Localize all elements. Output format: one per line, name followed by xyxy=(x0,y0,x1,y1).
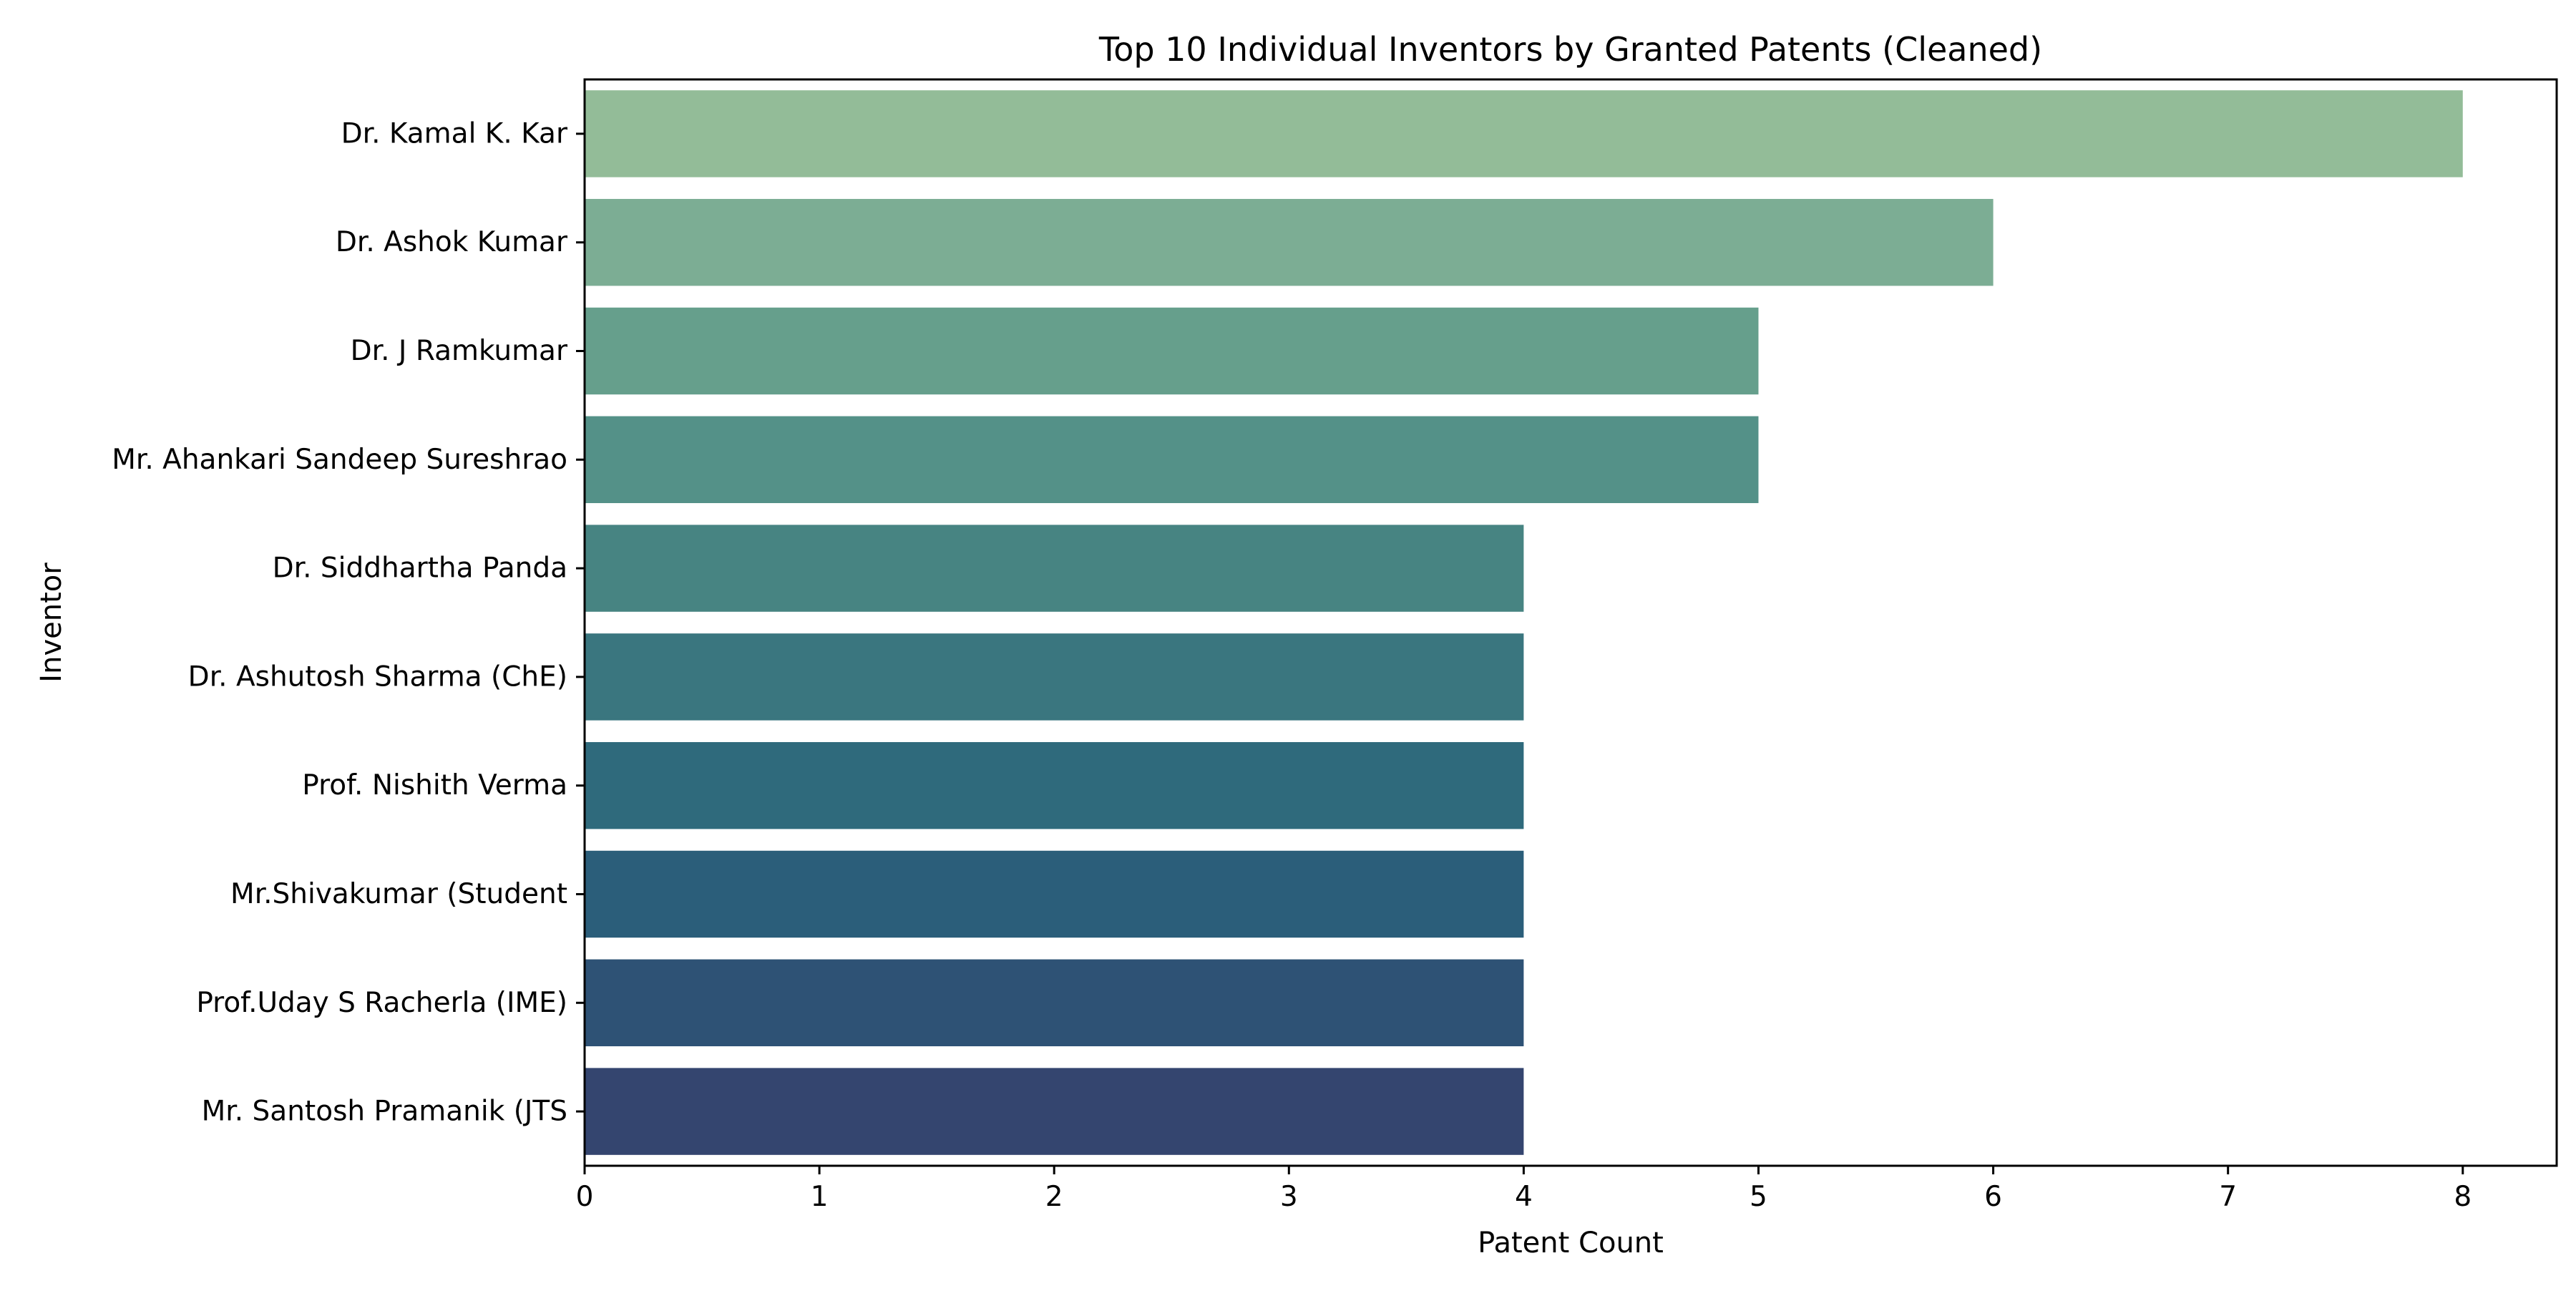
bar xyxy=(585,742,1523,829)
x-tick-label: 0 xyxy=(576,1181,594,1213)
x-tick-label: 7 xyxy=(2219,1181,2237,1213)
bar xyxy=(585,199,1994,286)
y-tick-label: Dr. Ashutosh Sharma (ChE) xyxy=(188,661,567,693)
x-axis-label: Patent Count xyxy=(1478,1227,1664,1260)
x-tick-label: 5 xyxy=(1750,1181,1767,1213)
x-tick-label: 4 xyxy=(1515,1181,1533,1213)
x-tick-label: 8 xyxy=(2454,1181,2472,1213)
bar xyxy=(585,90,2463,177)
bar xyxy=(585,525,1523,611)
chart-title: Top 10 Individual Inventors by Granted P… xyxy=(1098,30,2042,69)
y-tick-label: Mr. Ahankari Sandeep Sureshrao xyxy=(112,444,567,476)
y-tick-label: Mr.Shivakumar (Student xyxy=(230,878,567,910)
bar xyxy=(585,1068,1523,1154)
x-tick-label: 6 xyxy=(1984,1181,2002,1213)
bar xyxy=(585,960,1523,1046)
y-tick-label: Dr. Kamal K. Kar xyxy=(341,117,568,150)
x-tick-label: 3 xyxy=(1280,1181,1298,1213)
y-tick-label: Prof. Nishith Verma xyxy=(302,769,567,802)
y-tick-label: Dr. Ashok Kumar xyxy=(336,226,568,258)
bar xyxy=(585,633,1523,720)
y-tick-label: Dr. Siddhartha Panda xyxy=(273,552,567,585)
bar xyxy=(585,416,1758,503)
bar xyxy=(585,308,1758,394)
bar xyxy=(585,851,1523,937)
y-tick-label: Mr. Santosh Pramanik (JTS xyxy=(202,1096,567,1128)
y-tick-label: Dr. J Ramkumar xyxy=(351,335,568,367)
x-tick-label: 2 xyxy=(1045,1181,1063,1213)
x-tick-label: 1 xyxy=(811,1181,829,1213)
y-axis-label: Inventor xyxy=(35,562,68,683)
y-tick-label: Prof.Uday S Racherla (IME) xyxy=(196,987,567,1019)
